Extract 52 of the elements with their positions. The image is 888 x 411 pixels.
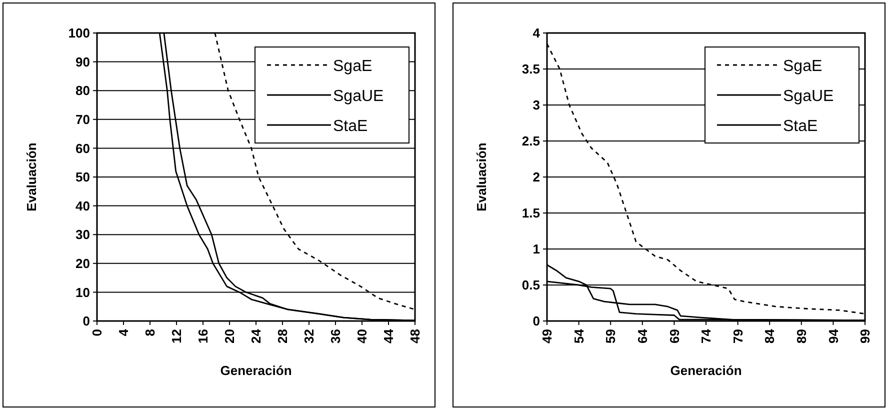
y-tick-label: 0.5 — [522, 278, 540, 293]
x-tick-label: 99 — [858, 329, 873, 344]
x-tick-label: 44 — [381, 328, 396, 344]
y-tick-label: 50 — [76, 170, 90, 185]
y-axis-title: Evaluación — [24, 142, 39, 212]
x-tick-label: 74 — [698, 328, 714, 344]
y-tick-label: 100 — [68, 26, 90, 41]
legend-label: StaE — [783, 118, 818, 135]
y-tick-label: 2 — [532, 170, 540, 185]
x-tick-label: 54 — [571, 328, 586, 344]
y-tick-label: 60 — [76, 140, 90, 156]
y-tick-label: 1 — [532, 242, 540, 257]
x-tick-label: 49 — [540, 329, 555, 344]
x-tick-label: 8 — [142, 329, 158, 336]
x-tick-label: 48 — [408, 329, 423, 344]
x-tick-label: 40 — [354, 329, 370, 344]
x-tick-label: 79 — [730, 329, 746, 344]
y-tick-label: 20 — [76, 256, 90, 271]
x-tick-label: 36 — [328, 329, 344, 344]
x-tick-label: 32 — [302, 329, 317, 344]
legend-label: SgaE — [333, 58, 372, 75]
y-tick-label: 3 — [532, 98, 540, 113]
x-tick-label: 0 — [90, 329, 105, 336]
x-tick-label: 20 — [222, 329, 238, 344]
x-tick-label: 4 — [116, 328, 132, 336]
legend-label: SgaUE — [783, 88, 834, 105]
y-tick-label: 1.5 — [522, 206, 540, 221]
x-axis-title: Generación — [670, 363, 742, 378]
x-tick-label: 16 — [196, 329, 211, 344]
x-tick-label: 84 — [762, 328, 778, 344]
x-tick-label: 94 — [826, 328, 841, 344]
y-tick-label: 80 — [76, 83, 90, 98]
x-tick-label: 69 — [666, 329, 682, 344]
y-tick-label: 40 — [76, 198, 90, 214]
x-tick-label: 89 — [794, 329, 809, 344]
y-axis-title: Evaluación — [474, 142, 489, 212]
legend-label: SgaUE — [333, 88, 384, 105]
y-tick-label: 2.5 — [522, 134, 540, 149]
legend-label: SgaE — [783, 58, 822, 75]
x-tick-label: 64 — [634, 328, 650, 344]
x-axis-title: Generación — [220, 363, 292, 378]
y-tick-label: 4 — [532, 26, 541, 41]
y-tick-label: 30 — [76, 227, 90, 242]
x-tick-label: 24 — [248, 328, 264, 344]
y-tick-label: 3.5 — [522, 62, 540, 77]
x-tick-label: 12 — [169, 329, 184, 344]
x-tick-label: 28 — [275, 329, 290, 344]
x-tick-label: 59 — [603, 329, 618, 344]
y-tick-label: 70 — [76, 112, 90, 127]
legend-label: StaE — [333, 118, 368, 135]
y-tick-label: 90 — [76, 54, 90, 70]
y-tick-label: 10 — [76, 284, 90, 300]
